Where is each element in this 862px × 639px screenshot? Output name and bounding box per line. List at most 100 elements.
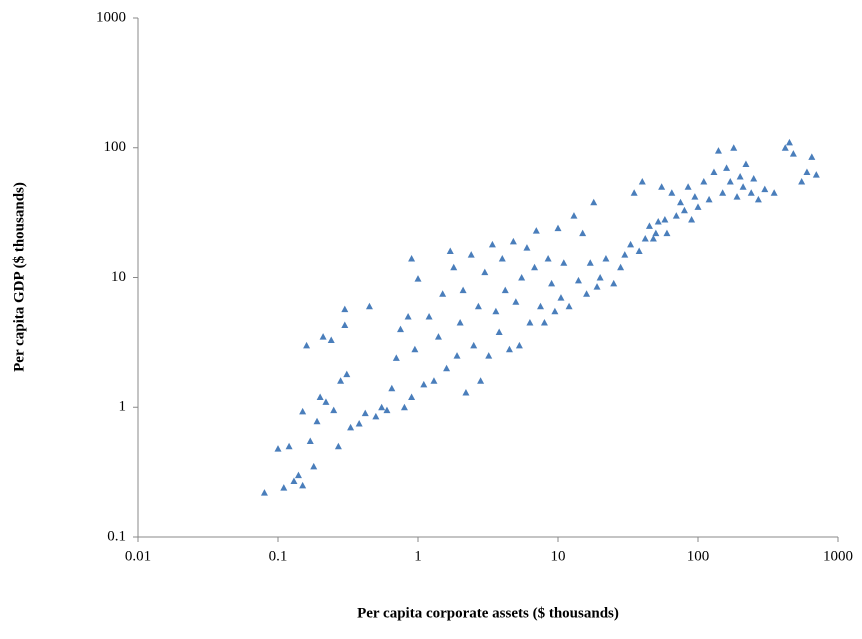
point xyxy=(319,333,327,340)
point xyxy=(400,403,408,411)
point xyxy=(443,364,451,372)
point xyxy=(509,237,517,245)
point xyxy=(586,259,594,266)
x-tick-label: 0.1 xyxy=(269,548,288,564)
point xyxy=(754,195,762,203)
point xyxy=(808,153,816,160)
point xyxy=(583,290,591,297)
point xyxy=(579,229,587,237)
point xyxy=(726,177,734,185)
point xyxy=(408,255,416,262)
point xyxy=(705,195,713,203)
point xyxy=(316,393,324,400)
point xyxy=(474,302,482,310)
point xyxy=(635,247,643,255)
point xyxy=(526,318,534,326)
point xyxy=(501,286,509,294)
point xyxy=(630,189,638,196)
point xyxy=(551,307,559,315)
point xyxy=(322,398,330,405)
point xyxy=(485,352,493,359)
y-tick-label: 1 xyxy=(119,399,127,415)
point xyxy=(617,263,625,271)
point xyxy=(531,263,539,271)
point xyxy=(548,279,556,287)
point xyxy=(392,354,400,361)
point xyxy=(739,183,747,190)
point xyxy=(554,224,562,232)
point xyxy=(680,206,688,214)
y-tick-label: 10 xyxy=(111,269,126,285)
point xyxy=(492,307,500,315)
point xyxy=(668,189,676,196)
point xyxy=(408,393,416,400)
point xyxy=(404,313,412,320)
point xyxy=(341,321,349,329)
y-tick-label: 0.1 xyxy=(107,528,126,544)
point xyxy=(299,407,307,415)
point xyxy=(337,377,345,384)
point xyxy=(654,218,662,225)
point xyxy=(747,189,755,196)
point xyxy=(274,445,282,452)
point xyxy=(459,286,467,294)
point xyxy=(560,259,568,266)
point xyxy=(719,189,727,196)
point xyxy=(652,229,660,237)
point xyxy=(641,234,649,242)
point xyxy=(512,298,520,305)
point xyxy=(343,370,351,378)
point xyxy=(495,328,503,336)
point xyxy=(730,144,738,151)
point xyxy=(565,302,573,310)
point xyxy=(544,255,552,262)
point xyxy=(498,255,506,262)
point xyxy=(537,302,545,310)
y-tick-label: 1000 xyxy=(96,9,126,25)
point xyxy=(280,484,288,491)
point xyxy=(515,341,523,349)
x-tick-label: 100 xyxy=(687,548,710,564)
point xyxy=(481,268,489,276)
point xyxy=(574,276,582,284)
x-tick-label: 1000 xyxy=(823,548,853,564)
point xyxy=(285,442,293,450)
point xyxy=(450,263,458,271)
point xyxy=(812,171,820,178)
point xyxy=(365,302,373,310)
point xyxy=(518,274,526,281)
point xyxy=(456,318,464,326)
point xyxy=(638,177,646,185)
point xyxy=(750,174,758,182)
x-tick-label: 1 xyxy=(414,548,422,564)
point xyxy=(658,183,666,190)
point xyxy=(710,168,718,176)
point xyxy=(477,377,485,384)
point xyxy=(260,489,268,496)
point xyxy=(505,345,513,353)
point xyxy=(610,279,618,287)
y-tick-label: 100 xyxy=(104,139,127,155)
point xyxy=(306,437,314,444)
point xyxy=(378,403,386,411)
point xyxy=(596,274,604,281)
point xyxy=(327,336,335,343)
point xyxy=(723,164,731,171)
x-axis-title: Per capita corporate assets ($ thousands… xyxy=(357,605,619,621)
point xyxy=(434,333,442,340)
y-axis-title: Per capita GDP ($ thousands) xyxy=(11,182,27,372)
point xyxy=(411,345,419,353)
point xyxy=(414,275,422,282)
point xyxy=(439,290,447,297)
point xyxy=(803,168,811,176)
point xyxy=(694,203,702,210)
point xyxy=(488,240,496,248)
point xyxy=(462,388,470,396)
point xyxy=(290,477,298,485)
point xyxy=(347,423,355,431)
point xyxy=(663,229,671,237)
point xyxy=(532,227,540,234)
point xyxy=(420,380,428,388)
point xyxy=(310,462,318,470)
